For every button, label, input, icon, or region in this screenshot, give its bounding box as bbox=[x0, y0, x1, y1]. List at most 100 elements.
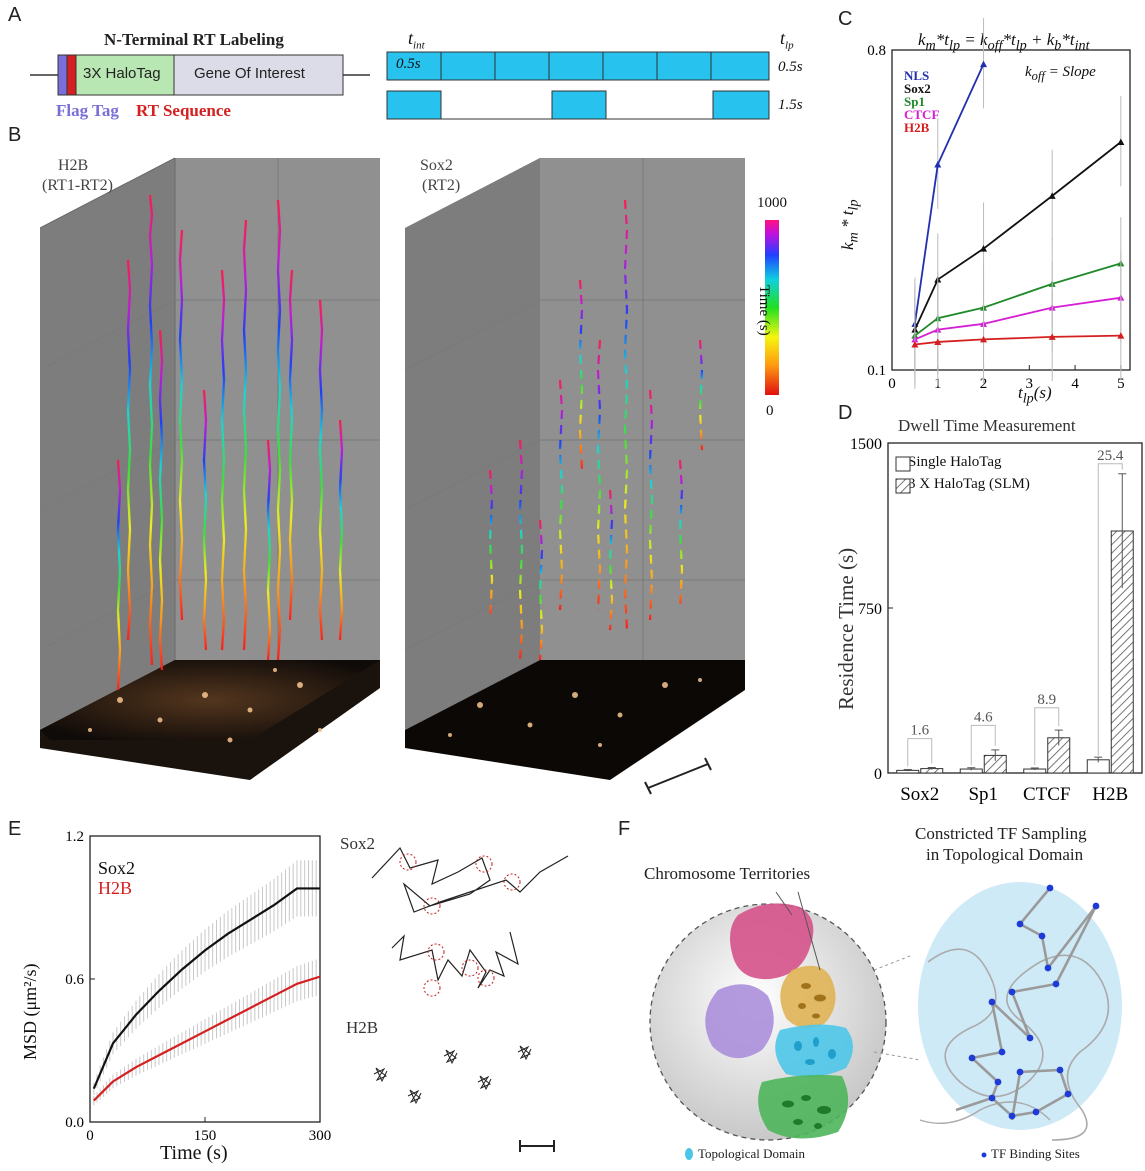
msd-line-sox2 bbox=[92, 887, 320, 1090]
legend-nls: NLS bbox=[904, 68, 929, 83]
legend-sp1: Sp1 bbox=[904, 94, 925, 109]
interval-label: 0.5s bbox=[396, 56, 421, 72]
construct-title: N-Terminal RT Labeling bbox=[104, 30, 284, 49]
halotag-label: 3X HaloTag bbox=[83, 65, 161, 82]
flag-tag-label: Flag Tag bbox=[56, 101, 119, 120]
x-tick-label: 0 bbox=[86, 1128, 94, 1144]
legend-h2b: H2B bbox=[98, 878, 133, 898]
sampling-title-2: in Topological Domain bbox=[926, 845, 1084, 864]
category-label: Sox2 bbox=[900, 784, 939, 805]
fold-bracket bbox=[1097, 463, 1123, 756]
fold-label: 25.4 bbox=[1097, 448, 1124, 464]
legend-triple-swatch bbox=[895, 478, 911, 494]
track-3d-plots bbox=[39, 157, 779, 795]
sox2-trajectory-2 bbox=[391, 931, 519, 989]
msd-line-h2b bbox=[93, 975, 321, 1102]
y-tick-label: 1.2 bbox=[65, 829, 84, 845]
rt-sequence-block bbox=[66, 54, 77, 96]
panel-e-plot: 0 150 300 0.0 0.6 1.2 bbox=[65, 829, 569, 1152]
traj-sox2-label: Sox2 bbox=[340, 834, 375, 853]
panel-d-plot: 0 750 1500 Sox2 1.6 Sp1 4.6 CTCF 8.9 H2B 25.4 bbox=[850, 436, 1143, 805]
h2b-trajectory bbox=[373, 1067, 388, 1083]
fold-bracket bbox=[970, 724, 996, 766]
legend-ctcf: CTCF bbox=[904, 107, 939, 122]
colorbar-min: 0 bbox=[766, 403, 774, 419]
data-point bbox=[980, 60, 988, 68]
h2b-subtitle: (RT1-RT2) bbox=[42, 177, 113, 194]
construct-diagram bbox=[30, 51, 770, 120]
binding-circle bbox=[503, 873, 521, 891]
h2b-floor-spots bbox=[88, 668, 322, 743]
data-point bbox=[980, 245, 988, 252]
panel-letter-d: D bbox=[838, 402, 853, 424]
panel-f: Chromosome Territories Constricted TF Sa… bbox=[620, 820, 1145, 1166]
t-int-label: tint bbox=[408, 28, 425, 52]
panel-letter-f: F bbox=[618, 818, 631, 840]
topological-domain-legend-icon bbox=[685, 1148, 693, 1160]
territory-green bbox=[758, 1074, 849, 1139]
data-point bbox=[1048, 333, 1056, 340]
binding-circle bbox=[477, 969, 495, 987]
h2b-tracks bbox=[116, 194, 344, 691]
sox2-floor-spots bbox=[448, 678, 702, 747]
legend-sox2: Sox2 bbox=[98, 858, 136, 878]
series-line-ctcf bbox=[914, 296, 1121, 341]
fold-label: 1.6 bbox=[910, 723, 929, 739]
data-point bbox=[980, 335, 988, 343]
tf-sites-caption: TF Binding Sites bbox=[991, 1146, 1080, 1161]
sox2-trajectories bbox=[371, 846, 569, 989]
row2-label: 1.5s bbox=[778, 97, 803, 113]
y-tick-label: 0.1 bbox=[867, 363, 886, 379]
h2b-track-box bbox=[39, 157, 380, 780]
territories-title: Chromosome Territories bbox=[644, 864, 811, 883]
legend-single-swatch bbox=[895, 456, 911, 472]
data-point bbox=[1117, 332, 1125, 339]
binding-circle bbox=[461, 959, 479, 977]
fold-label: 8.9 bbox=[1037, 692, 1056, 708]
territory-purple bbox=[705, 984, 774, 1059]
tf-binding-sites bbox=[968, 884, 1100, 1120]
fold-bracket bbox=[1034, 707, 1060, 766]
y-tick-label: 0.8 bbox=[867, 43, 886, 59]
nucleus-diagram bbox=[649, 882, 1122, 1160]
data-point bbox=[911, 341, 919, 348]
h2b-trajectories bbox=[373, 1045, 532, 1105]
h2b-trajectory bbox=[407, 1089, 422, 1105]
panel-c: km*tlp = koff*tlp + kb*tint koff = Slope… bbox=[830, 0, 1145, 410]
x-tick-label: 5 bbox=[1117, 376, 1125, 392]
x-tick-label: 0 bbox=[888, 376, 896, 392]
goi-label: Gene Of Interest bbox=[194, 65, 305, 82]
binding-circle bbox=[475, 855, 493, 873]
panel-d: Dwell Time Measurement Residence Time (s… bbox=[830, 410, 1145, 820]
goi-block bbox=[173, 54, 344, 96]
pulse-row-1 bbox=[386, 51, 770, 81]
data-point bbox=[1117, 138, 1125, 145]
panel-a: N-Terminal RT Labeling 3X HaloTag Gene O… bbox=[0, 0, 830, 125]
pulse-row-2 bbox=[386, 90, 770, 120]
scale-bar bbox=[647, 763, 709, 789]
traj-h2b-label: H2B bbox=[346, 1018, 379, 1037]
y-tick-label: 0.6 bbox=[65, 972, 84, 988]
binding-circle bbox=[423, 897, 441, 915]
legend-sox2: Sox2 bbox=[904, 81, 931, 96]
panel-c-xlabel: tlp(s) bbox=[1018, 383, 1052, 407]
x-tick-label: 300 bbox=[309, 1128, 332, 1144]
panel-letter-b: B bbox=[8, 124, 22, 146]
x-tick-label: 3 bbox=[1026, 376, 1034, 392]
row1-label: 0.5s bbox=[778, 59, 803, 75]
time-colorbar bbox=[765, 220, 779, 395]
sox2-track-box bbox=[404, 158, 745, 780]
tf-site-legend-icon bbox=[981, 1152, 987, 1158]
panel-c-subtitle: koff = Slope bbox=[1025, 64, 1096, 83]
panel-letter-c: C bbox=[838, 8, 853, 30]
panel-letter-a: A bbox=[8, 4, 22, 26]
territory-blue bbox=[775, 1024, 853, 1077]
binding-circle bbox=[423, 979, 441, 997]
binding-circle bbox=[399, 853, 417, 871]
panel-b: H2B (RT1-RT2) Sox2 (RT2) 1000 0 Time (s) bbox=[0, 140, 830, 810]
category-label: Sp1 bbox=[968, 784, 998, 805]
colorbar-max: 1000 bbox=[757, 195, 787, 211]
fold-label: 4.6 bbox=[974, 709, 993, 725]
topological-domain-zoom bbox=[918, 882, 1122, 1130]
